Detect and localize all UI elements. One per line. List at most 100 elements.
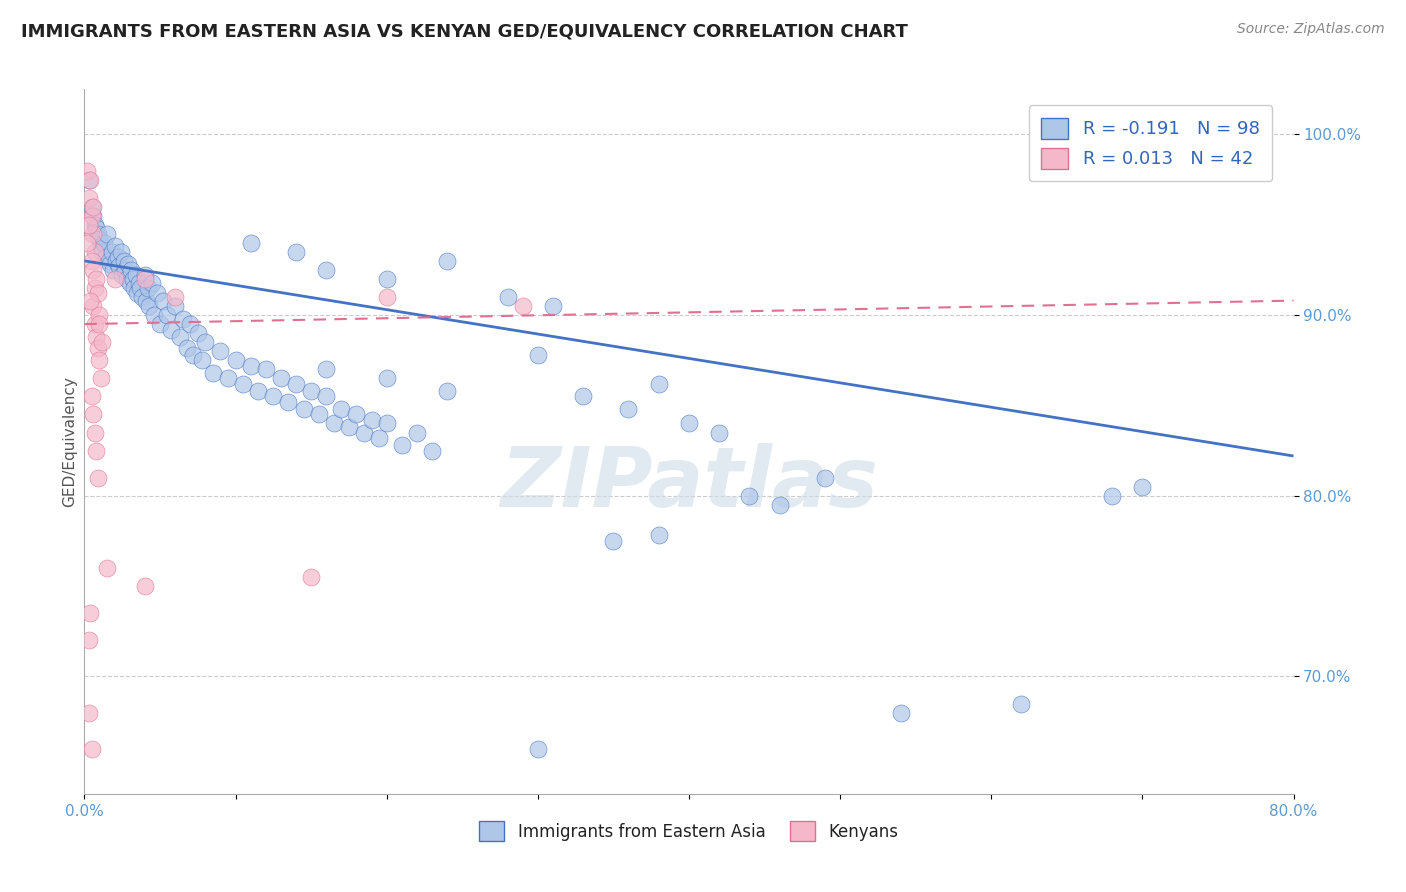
Point xyxy=(247,384,270,398)
Point xyxy=(330,402,353,417)
Point xyxy=(77,706,100,720)
Point xyxy=(138,299,160,313)
Point xyxy=(94,250,117,264)
Point xyxy=(80,200,103,214)
Point xyxy=(239,359,262,373)
Point xyxy=(121,272,143,286)
Point xyxy=(90,371,112,385)
Point xyxy=(112,253,135,268)
Point xyxy=(129,281,152,295)
Point xyxy=(89,232,111,246)
Point xyxy=(172,311,194,326)
Point xyxy=(678,417,700,431)
Point xyxy=(114,263,136,277)
Point xyxy=(360,413,382,427)
Point xyxy=(391,438,413,452)
Point xyxy=(337,420,360,434)
Point xyxy=(322,417,344,431)
Point xyxy=(1011,697,1033,711)
Point xyxy=(299,570,322,584)
Point xyxy=(82,200,104,214)
Point xyxy=(77,191,100,205)
Point xyxy=(82,263,104,277)
Point xyxy=(541,299,564,313)
Point xyxy=(135,293,157,308)
Point xyxy=(104,272,127,286)
Point xyxy=(82,408,104,422)
Point xyxy=(82,227,104,241)
Point xyxy=(270,371,292,385)
Point xyxy=(89,308,111,322)
Point xyxy=(187,326,209,340)
Point xyxy=(738,489,761,503)
Point xyxy=(117,257,139,271)
Point xyxy=(97,253,120,268)
Point xyxy=(277,394,299,409)
Point xyxy=(77,633,100,648)
Point xyxy=(86,221,108,235)
Point xyxy=(98,257,121,271)
Point xyxy=(146,286,169,301)
Point xyxy=(648,528,671,542)
Point xyxy=(89,317,111,331)
Point xyxy=(420,443,443,458)
Point xyxy=(134,268,156,283)
Legend: Immigrants from Eastern Asia, Kenyans: Immigrants from Eastern Asia, Kenyans xyxy=(471,813,907,849)
Point xyxy=(194,335,217,350)
Point xyxy=(142,308,165,322)
Point xyxy=(108,260,131,274)
Point xyxy=(572,389,595,403)
Point xyxy=(527,348,550,362)
Point xyxy=(131,290,153,304)
Point xyxy=(84,244,107,259)
Point xyxy=(254,362,277,376)
Point xyxy=(1101,489,1123,503)
Point xyxy=(315,389,337,403)
Point xyxy=(122,281,145,295)
Point xyxy=(87,341,110,355)
Point xyxy=(127,286,149,301)
Point xyxy=(179,317,201,331)
Point xyxy=(96,561,118,575)
Point xyxy=(436,253,458,268)
Point xyxy=(292,402,315,417)
Point xyxy=(82,299,104,313)
Point xyxy=(375,417,398,431)
Point xyxy=(152,293,174,308)
Point xyxy=(76,235,98,250)
Point xyxy=(527,741,550,756)
Point xyxy=(76,163,98,178)
Point xyxy=(436,384,458,398)
Point xyxy=(165,299,187,313)
Point xyxy=(89,353,111,368)
Point xyxy=(93,235,115,250)
Point xyxy=(648,376,671,391)
Point xyxy=(105,253,128,268)
Point xyxy=(315,263,337,277)
Point xyxy=(375,272,398,286)
Point xyxy=(90,239,112,253)
Point xyxy=(79,172,101,186)
Point xyxy=(128,276,150,290)
Text: Source: ZipAtlas.com: Source: ZipAtlas.com xyxy=(1237,22,1385,37)
Point xyxy=(217,371,239,385)
Point xyxy=(353,425,375,440)
Point xyxy=(315,362,337,376)
Point xyxy=(80,741,103,756)
Point xyxy=(285,244,308,259)
Point xyxy=(149,317,172,331)
Point xyxy=(118,276,141,290)
Point xyxy=(176,341,198,355)
Point xyxy=(77,218,100,232)
Point xyxy=(1130,480,1153,494)
Point xyxy=(368,431,391,445)
Text: ZIPatlas: ZIPatlas xyxy=(501,443,877,524)
Point xyxy=(709,425,731,440)
Point xyxy=(110,244,132,259)
Point xyxy=(201,366,224,380)
Point xyxy=(134,579,156,593)
Point xyxy=(84,281,107,295)
Point xyxy=(107,250,129,264)
Point xyxy=(225,353,247,368)
Point xyxy=(262,389,284,403)
